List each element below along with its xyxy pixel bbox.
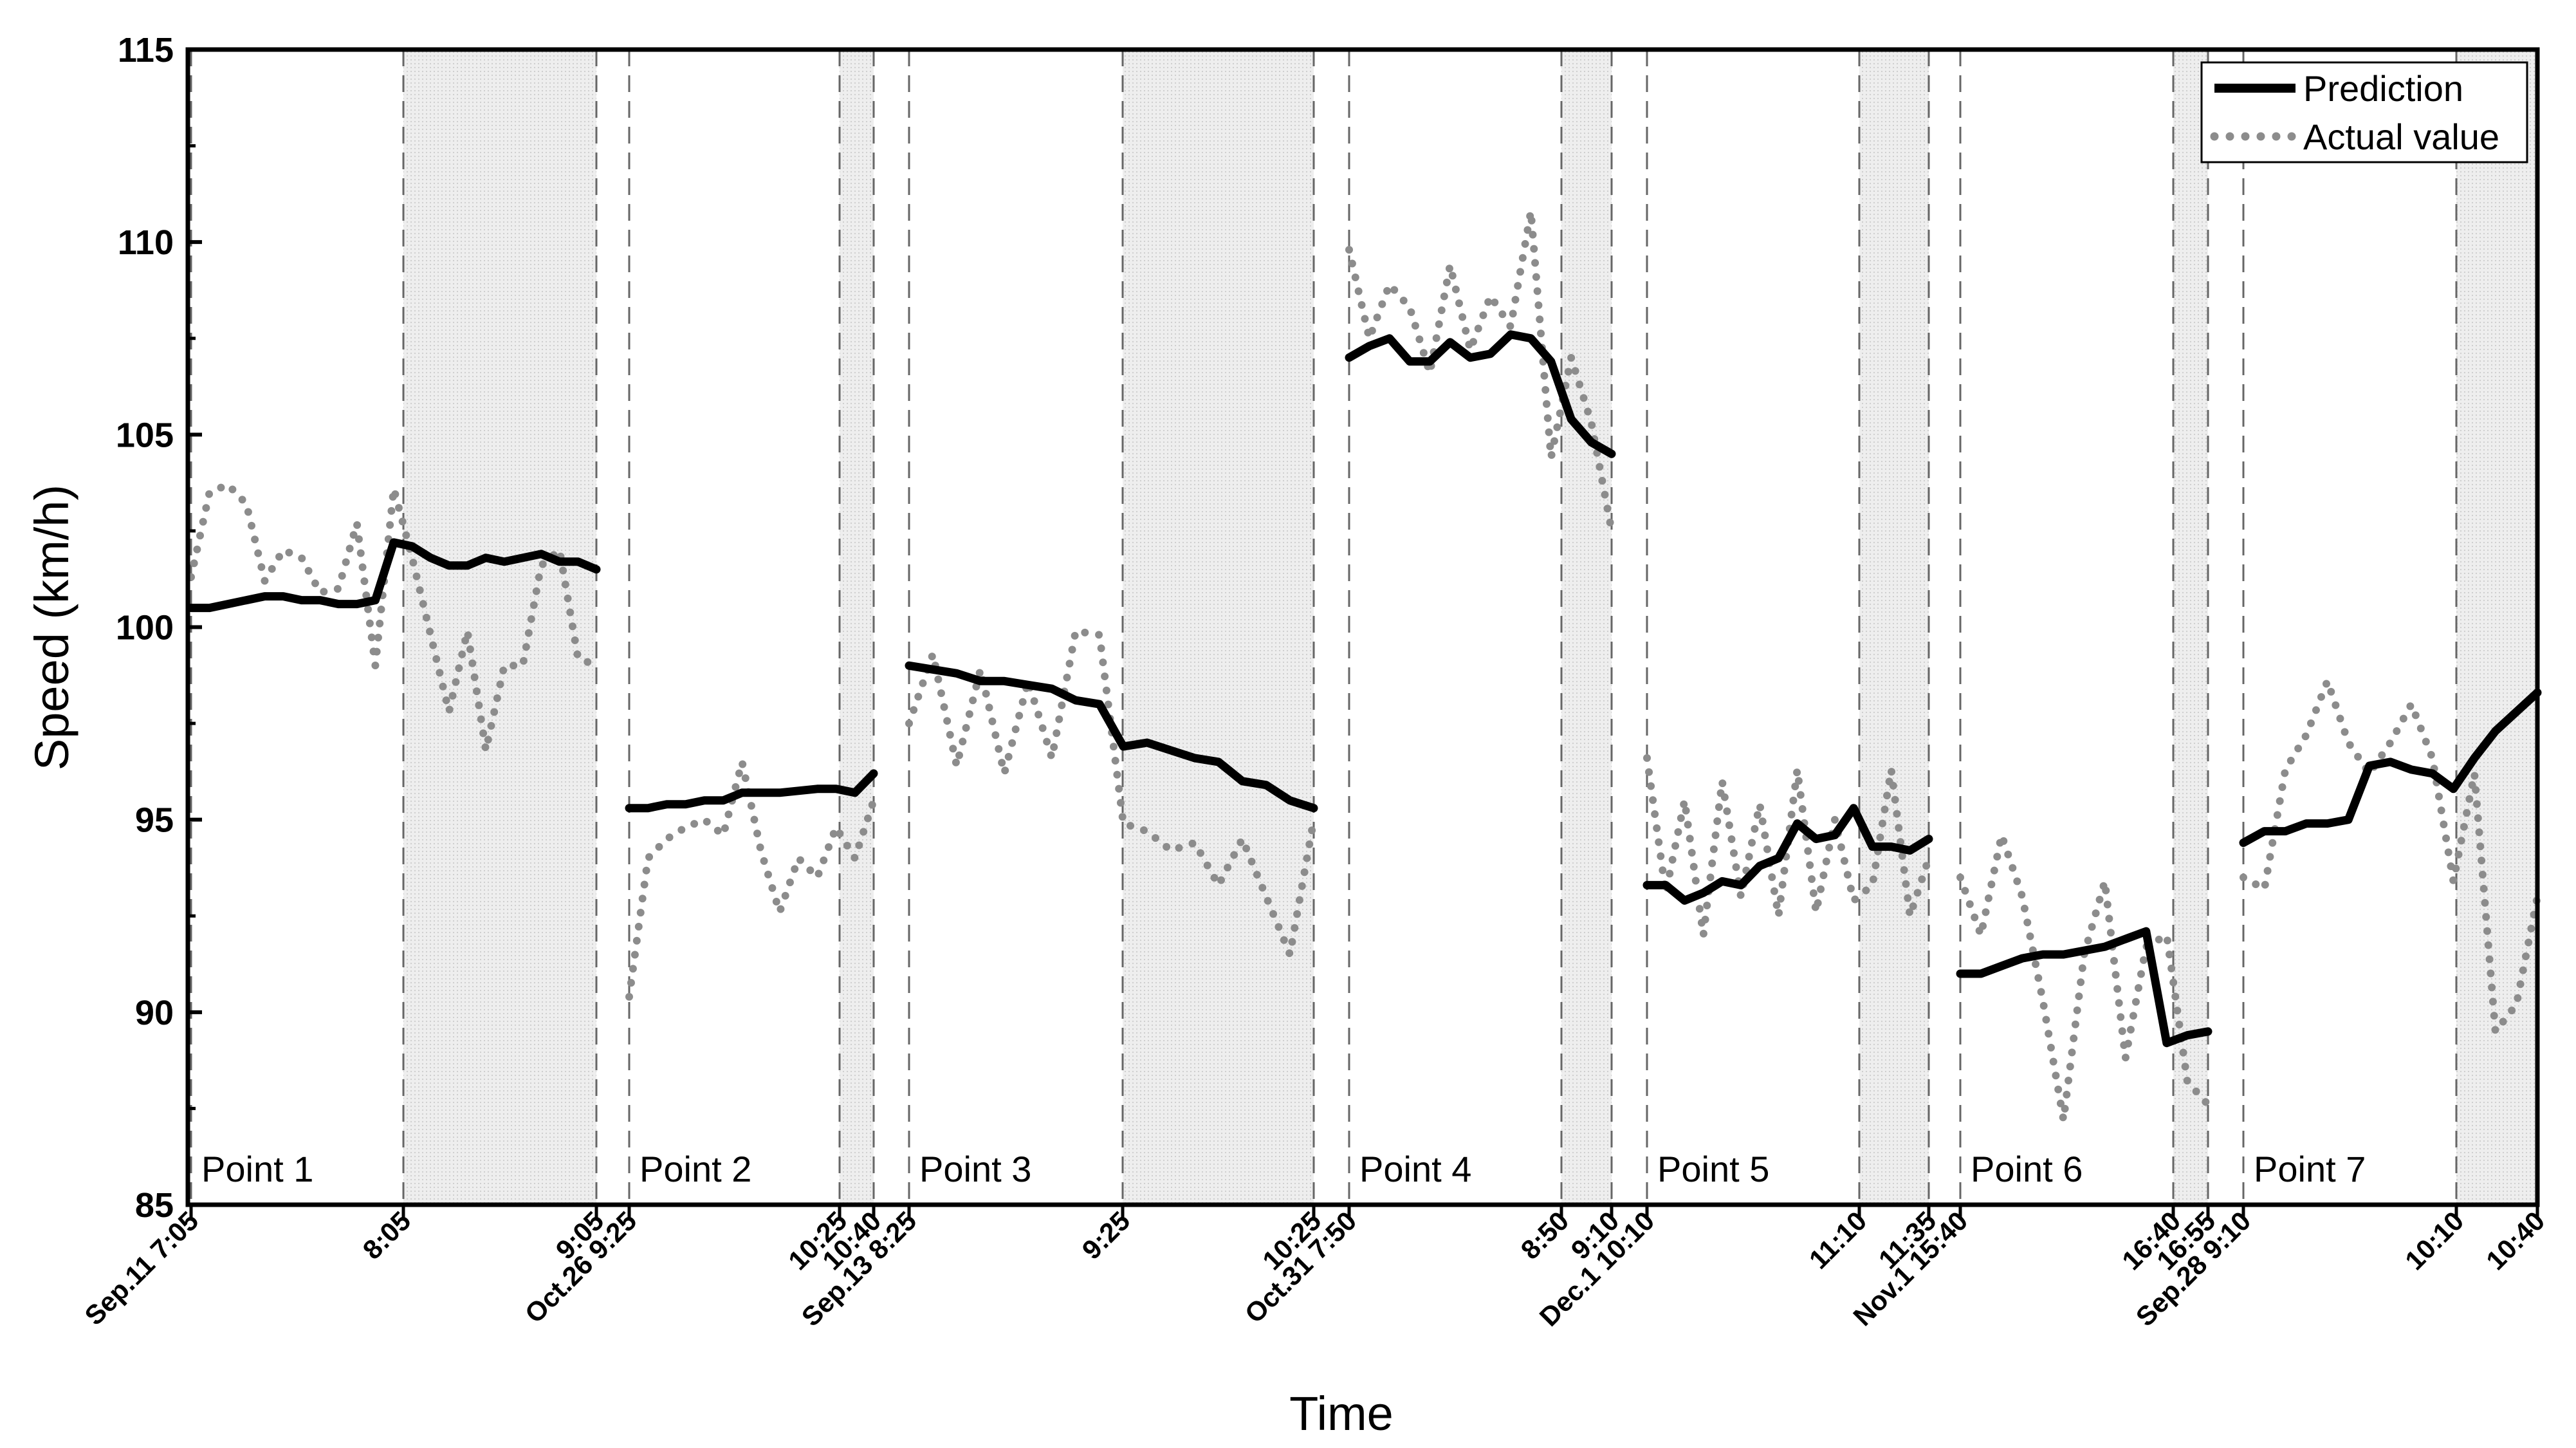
point-label-3: Point 3 — [919, 1149, 1031, 1189]
prediction-line-point-4 — [1345, 330, 1616, 458]
legend-prediction-label: Prediction — [2303, 68, 2463, 109]
shaded-region-point-3 — [1123, 50, 1314, 1205]
x-tick-label-point-7-1: 10:10 — [2399, 1205, 2469, 1276]
x-tick-label-point-3-1: 9:25 — [1076, 1205, 1136, 1265]
shaded-regions — [403, 50, 2537, 1205]
shaded-region-point-5 — [1859, 50, 1929, 1205]
point-label-2: Point 2 — [639, 1149, 751, 1189]
legend-actual-label: Actual value — [2303, 116, 2499, 157]
prediction-line-point-2 — [625, 769, 878, 813]
point-label-6: Point 6 — [1971, 1149, 2083, 1189]
y-tick-label-110: 110 — [118, 223, 174, 262]
actual-line-point-4 — [1345, 207, 1615, 535]
shaded-region-point-7 — [2456, 50, 2537, 1205]
y-tick-label-100: 100 — [116, 609, 174, 647]
point-label-5: Point 5 — [1657, 1149, 1769, 1189]
y-tick-label-90: 90 — [135, 994, 174, 1032]
y-tick-label-85: 85 — [135, 1186, 174, 1225]
x-tick-label-point-7-2: 10:40 — [2480, 1205, 2550, 1276]
prediction-line-point-6 — [1956, 927, 2213, 1048]
shaded-region-point-4 — [1561, 50, 1612, 1205]
y-tick-label-95: 95 — [135, 801, 174, 840]
actual-line-point-7 — [2240, 677, 2541, 1035]
actual-line-point-1 — [187, 481, 600, 754]
prediction-line-point-1 — [187, 538, 601, 613]
x-tick-label-point-4-1: 8:50 — [1515, 1205, 1575, 1265]
actual-line-point-2 — [625, 757, 878, 1001]
x-tick-label-point-1-1: 8:05 — [357, 1205, 417, 1265]
point-labels: Point 1 Point 2 Point 3 Point 4 Point 5 Point… — [201, 1149, 2366, 1189]
x-tick-label-point-5-1: 11:10 — [1803, 1205, 1873, 1275]
y-axis-label: Speed (km/h) — [25, 485, 78, 770]
actual-line-point-6 — [1956, 831, 2212, 1124]
shaded-region-point-1 — [403, 50, 596, 1205]
prediction-line-point-3 — [905, 661, 1318, 813]
legend: Prediction Actual value — [2200, 61, 2528, 163]
prediction-line-point-5 — [1642, 804, 1933, 905]
time-divider-lines — [190, 50, 2458, 1205]
x-axis-label: Time — [1289, 1387, 1394, 1440]
legend-box — [2200, 61, 2528, 163]
y-tick-label-115: 115 — [118, 31, 174, 70]
prediction-line-point-7 — [2239, 688, 2542, 848]
series-lines — [187, 207, 2542, 1124]
shaded-region-point-2 — [840, 50, 874, 1205]
y-tick-label-105: 105 — [116, 416, 174, 454]
point-label-7: Point 7 — [2254, 1149, 2366, 1189]
point-label-1: Point 1 — [201, 1149, 313, 1189]
point-label-4: Point 4 — [1359, 1149, 1471, 1189]
